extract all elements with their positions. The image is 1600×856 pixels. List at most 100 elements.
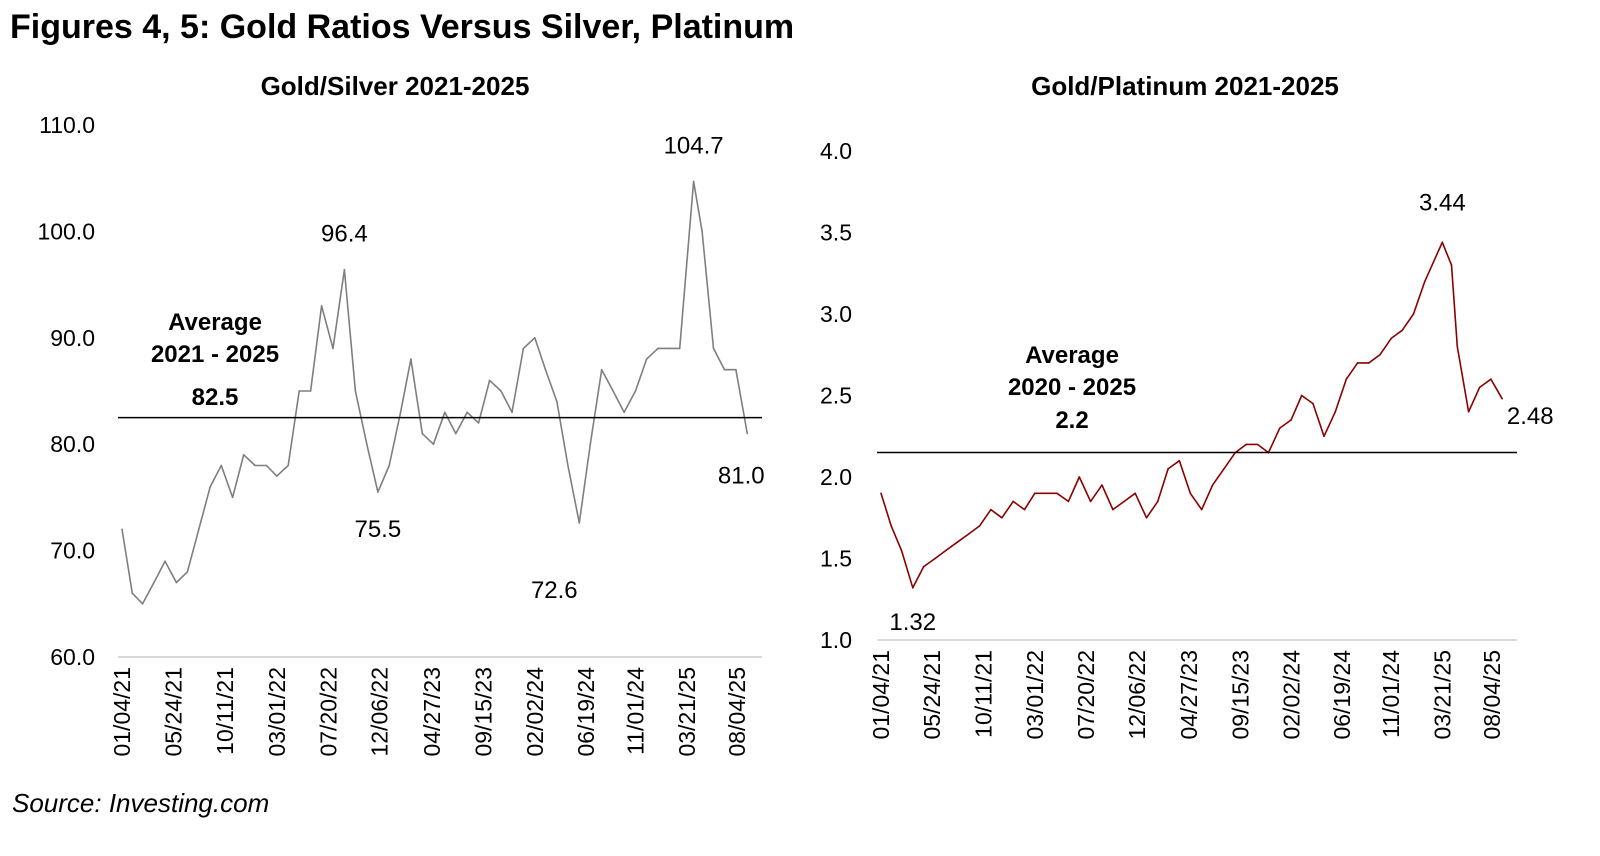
data-point bbox=[354, 390, 357, 392]
data-point bbox=[1145, 516, 1148, 519]
data-point bbox=[209, 485, 212, 488]
data-annotation: 3.44 bbox=[1419, 189, 1466, 216]
data-point bbox=[1478, 386, 1481, 389]
data-point bbox=[1467, 411, 1470, 413]
data-point bbox=[477, 422, 480, 424]
data-point bbox=[377, 491, 379, 493]
data-point bbox=[967, 533, 970, 535]
data-point bbox=[175, 581, 178, 584]
data-annotation: 1.32 bbox=[889, 609, 936, 636]
data-point bbox=[589, 443, 592, 446]
data-point bbox=[131, 592, 134, 594]
y-tick-label: 90.0 bbox=[50, 325, 95, 351]
data-point bbox=[556, 400, 558, 403]
chart-title: Gold/Platinum 2021-2025 bbox=[1031, 71, 1339, 101]
x-tick-label: 07/20/22 bbox=[1073, 650, 1099, 740]
data-point bbox=[454, 432, 457, 435]
data-point bbox=[634, 390, 637, 392]
data-point bbox=[220, 464, 223, 467]
y-tick-label: 60.0 bbox=[50, 644, 95, 670]
data-point bbox=[880, 492, 882, 495]
data-point bbox=[265, 464, 268, 467]
data-point bbox=[388, 464, 391, 467]
data-point bbox=[1167, 468, 1169, 470]
x-tick-label: 03/21/25 bbox=[1429, 650, 1455, 740]
data-point bbox=[1323, 435, 1325, 438]
data-point bbox=[1290, 419, 1292, 421]
data-point bbox=[1067, 500, 1070, 503]
average-label: Average bbox=[1025, 342, 1119, 369]
y-tick-label: 80.0 bbox=[50, 431, 95, 457]
data-point bbox=[231, 496, 234, 499]
data-point bbox=[1033, 492, 1036, 495]
data-point bbox=[309, 390, 312, 392]
data-point bbox=[343, 268, 346, 271]
average-label: Average bbox=[168, 309, 262, 336]
data-point bbox=[1112, 508, 1114, 511]
data-point bbox=[890, 525, 893, 527]
data-point bbox=[153, 581, 155, 584]
data-point bbox=[668, 347, 671, 350]
data-point bbox=[1256, 443, 1259, 446]
data-point bbox=[1056, 492, 1058, 495]
y-tick-label: 3.5 bbox=[820, 220, 852, 246]
x-tick-label: 02/02/24 bbox=[1278, 650, 1304, 740]
data-point bbox=[1300, 394, 1303, 397]
data-point bbox=[1134, 492, 1136, 495]
data-point bbox=[164, 560, 166, 563]
data-point bbox=[1023, 508, 1026, 511]
data-point bbox=[623, 411, 625, 414]
data-point bbox=[578, 522, 581, 524]
y-tick-label: 3.0 bbox=[820, 301, 852, 327]
data-point bbox=[186, 571, 189, 573]
x-tick-label: 05/24/21 bbox=[919, 650, 945, 740]
y-tick-label: 2.0 bbox=[820, 464, 852, 490]
x-tick-label: 03/21/25 bbox=[674, 667, 700, 757]
data-point bbox=[1012, 500, 1015, 503]
data-point bbox=[534, 337, 536, 339]
data-point bbox=[978, 525, 981, 527]
data-annotation: 96.4 bbox=[321, 221, 368, 248]
data-point bbox=[701, 230, 703, 233]
data-point bbox=[1379, 353, 1381, 356]
x-tick-label: 09/15/23 bbox=[1227, 650, 1253, 740]
x-tick-label: 01/04/21 bbox=[868, 650, 894, 740]
data-point bbox=[511, 411, 513, 414]
data-point bbox=[692, 180, 695, 183]
data-point bbox=[1200, 508, 1203, 511]
x-tick-label: 04/27/23 bbox=[419, 667, 445, 757]
data-point bbox=[432, 443, 435, 446]
data-annotation: 72.6 bbox=[531, 577, 578, 604]
data-point bbox=[1178, 459, 1181, 462]
data-point bbox=[1223, 468, 1225, 470]
data-point bbox=[712, 347, 715, 350]
average-label: 82.5 bbox=[192, 384, 239, 411]
data-point bbox=[1412, 313, 1415, 315]
x-tick-label: 10/11/21 bbox=[970, 650, 996, 738]
data-point bbox=[900, 549, 903, 552]
data-point bbox=[198, 528, 200, 531]
data-point bbox=[366, 443, 368, 446]
data-point bbox=[242, 454, 245, 456]
data-point bbox=[332, 347, 334, 350]
average-label: 2.2 bbox=[1055, 407, 1088, 434]
data-point bbox=[298, 390, 300, 392]
y-tick-label: 1.0 bbox=[820, 627, 852, 653]
data-point bbox=[1123, 500, 1126, 503]
data-point bbox=[934, 557, 936, 560]
y-tick-label: 100.0 bbox=[37, 218, 95, 244]
data-point bbox=[1390, 337, 1393, 340]
data-annotation: 75.5 bbox=[354, 516, 401, 543]
data-point bbox=[1045, 492, 1047, 495]
data-point bbox=[735, 368, 737, 371]
x-tick-label: 11/01/24 bbox=[623, 667, 649, 755]
data-point bbox=[1401, 329, 1403, 332]
series-line bbox=[880, 241, 1503, 589]
x-tick-label: 09/15/23 bbox=[471, 667, 497, 757]
data-point bbox=[500, 390, 502, 392]
data-point bbox=[275, 475, 278, 477]
data-point bbox=[1490, 378, 1492, 381]
x-tick-label: 01/04/21 bbox=[109, 667, 135, 757]
data-point bbox=[1456, 345, 1459, 348]
